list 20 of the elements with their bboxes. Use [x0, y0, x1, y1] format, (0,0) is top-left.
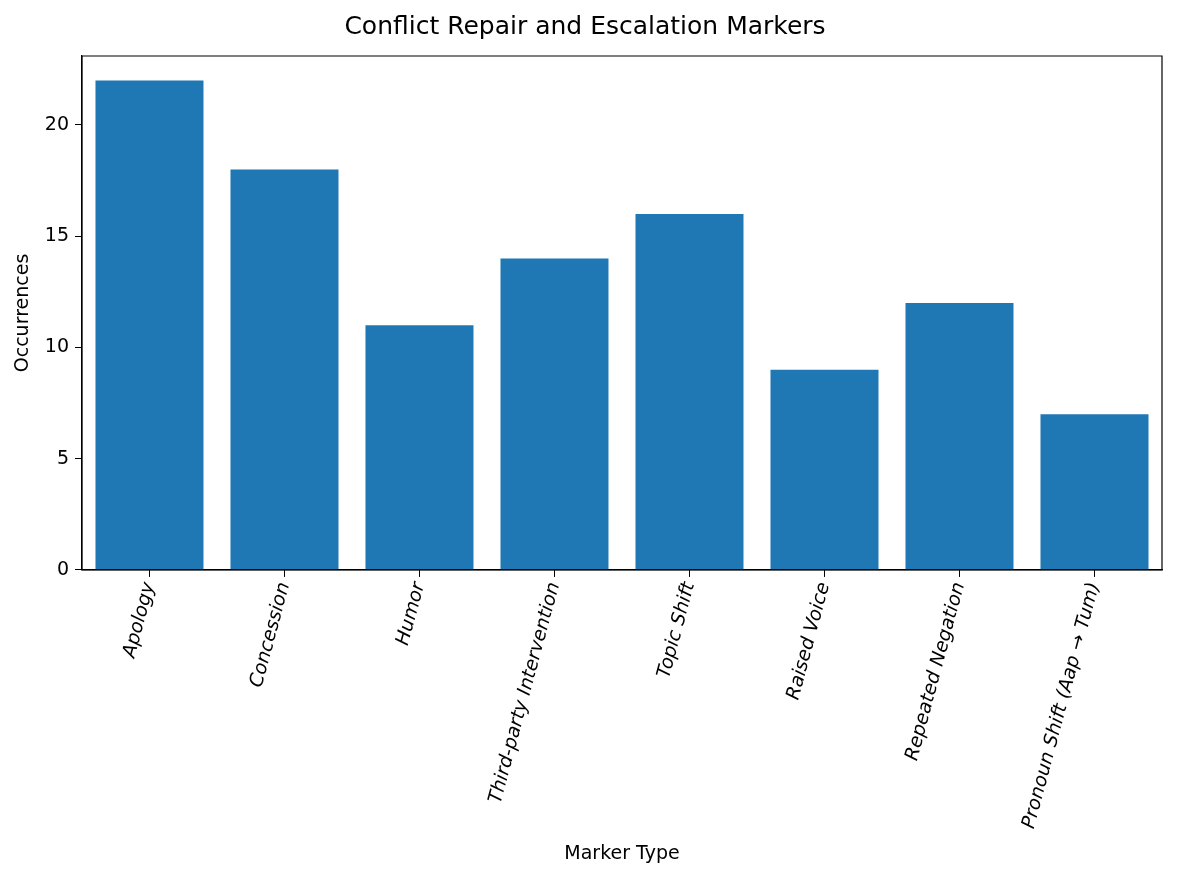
bar: [230, 169, 339, 570]
x-tick-label: Humor: [390, 578, 429, 648]
y-tick-label: 10: [44, 334, 69, 357]
x-tick-label: Pronoun Shift (Aap → Tum): [1016, 579, 1104, 831]
bar: [365, 325, 474, 570]
y-tick-label: 5: [56, 445, 69, 468]
bar: [500, 258, 609, 570]
y-tick-label: 15: [44, 223, 69, 246]
bar: [635, 213, 744, 570]
x-axis-title: Marker Type: [564, 840, 680, 863]
y-tick-label: 0: [56, 556, 69, 579]
x-tick-label: Topic Shift: [651, 578, 699, 681]
y-tick-label: 20: [44, 111, 69, 134]
bar: [770, 369, 879, 570]
y-axis-title: Occurrences: [10, 253, 33, 373]
bar: [95, 80, 204, 570]
bar: [1040, 414, 1149, 570]
x-tick-label: Raised Voice: [780, 579, 834, 702]
bar: [905, 302, 1014, 570]
chart-title: Conflict Repair and Escalation Markers: [344, 10, 826, 40]
